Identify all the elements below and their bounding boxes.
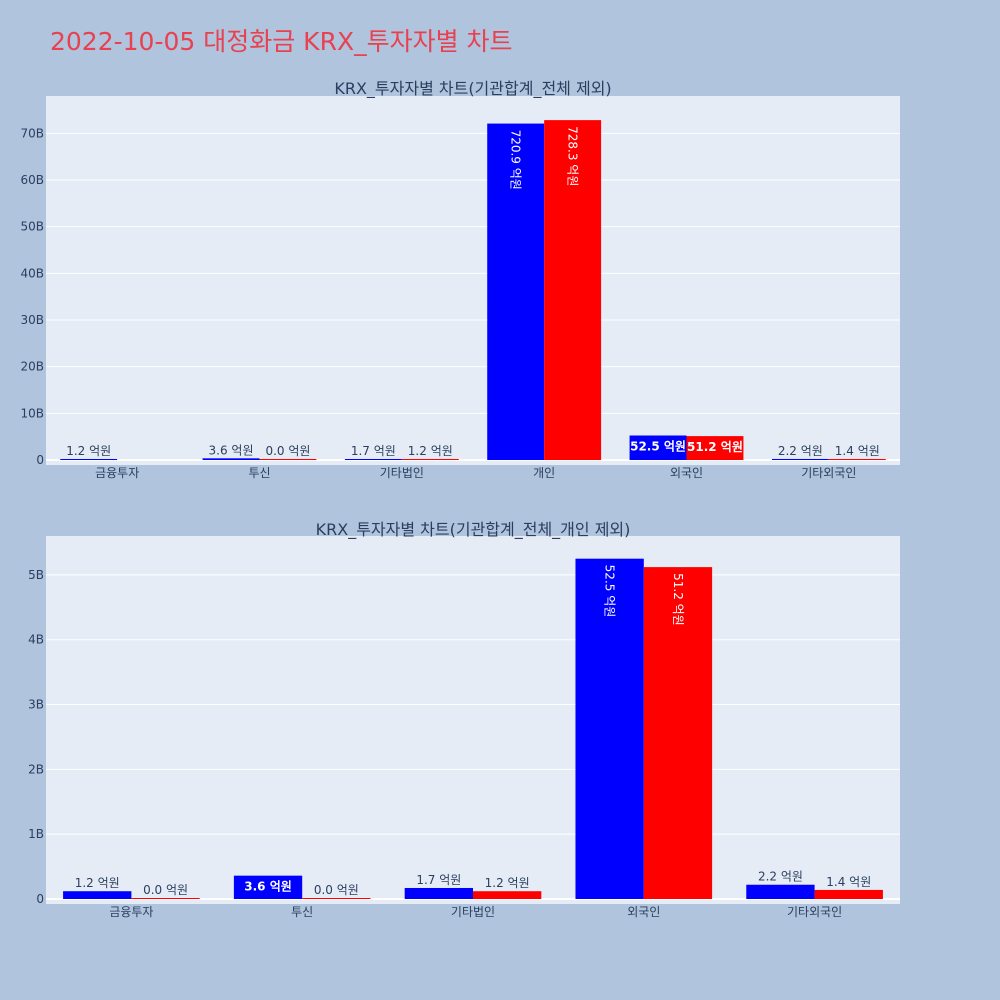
y-tick-label: 5B	[28, 568, 44, 582]
buy-bar	[487, 123, 545, 460]
y-tick-label: 60B	[20, 173, 44, 187]
data-label: 720.9 억원	[509, 130, 523, 190]
x-tick-label: 기타법인	[380, 466, 424, 480]
y-tick-label: 70B	[20, 126, 44, 140]
y-tick-label: 2B	[28, 762, 44, 776]
sell-bar	[643, 567, 713, 899]
x-tick-label: 투신	[291, 905, 313, 919]
y-tick-label: 0	[36, 453, 44, 467]
data-label: 51.2 억원	[687, 440, 743, 454]
x-tick-label: 금융투자	[109, 905, 153, 919]
y-tick-label: 10B	[20, 406, 44, 420]
data-label: 2.2 억원	[778, 444, 823, 458]
data-label: 1.2 억원	[75, 876, 120, 890]
buy-bar	[629, 435, 687, 460]
chart-top: 0 10B 20B 30B 40B 50B 60B 70B KRX_투자자별 차트(기관합계_전…	[20, 79, 900, 480]
data-label: 1.2 억원	[485, 876, 530, 890]
sell-bar	[302, 898, 371, 899]
sell-bar	[401, 459, 459, 460]
data-label: 0.0 억원	[314, 883, 359, 897]
data-label: 52.5 억원	[630, 440, 686, 454]
buy-bar	[344, 459, 402, 460]
data-label: 52.5 억원	[603, 565, 617, 618]
data-label: 1.7 억원	[351, 444, 396, 458]
x-tick-label: 개인	[533, 466, 555, 480]
data-label: 3.6 억원	[209, 443, 254, 457]
buy-bar	[202, 458, 260, 460]
sell-bar	[473, 891, 542, 899]
buy-bar	[60, 459, 118, 460]
y-tick-label: 20B	[20, 360, 44, 374]
chart-title: KRX_투자자별 차트(기관합계_전체 제외)	[334, 79, 611, 99]
buy-bar	[233, 875, 303, 899]
buy-bar	[575, 558, 644, 899]
plot-area	[46, 96, 900, 465]
buy-bar	[404, 887, 473, 899]
x-tick-label: 기타외국인	[801, 466, 856, 480]
plot-area	[46, 536, 900, 904]
data-label: 1.7 억원	[416, 873, 461, 887]
data-label: 728.3 억원	[566, 126, 580, 186]
x-tick-label: 외국인	[670, 466, 703, 480]
sell-bar	[544, 120, 602, 461]
data-label: 51.2 억원	[671, 573, 685, 626]
y-tick-label: 4B	[28, 633, 44, 647]
sell-bar	[814, 889, 883, 899]
page-title: 2022-10-05 대정화금 KRX_투자자별 차트	[50, 27, 513, 56]
buy-bar	[63, 891, 132, 899]
sell-bar	[828, 459, 886, 460]
y-tick-label: 40B	[20, 266, 44, 280]
data-label: 1.4 억원	[835, 444, 880, 458]
data-label: 1.2 억원	[66, 444, 111, 458]
data-label: 3.6 억원	[244, 880, 292, 894]
x-tick-label: 금융투자	[95, 466, 139, 480]
x-tick-label: 투신	[248, 466, 270, 480]
y-tick-label: 0	[36, 892, 44, 906]
x-tick-label: 외국인	[627, 905, 660, 919]
y-tick-label: 30B	[20, 313, 44, 327]
x-tick-label: 기타외국인	[787, 905, 842, 919]
data-label: 0.0 억원	[265, 444, 310, 458]
data-label: 1.4 억원	[826, 875, 871, 889]
sell-bar	[686, 436, 744, 460]
data-label: 2.2 억원	[758, 870, 803, 884]
sell-bar	[259, 459, 317, 460]
y-tick-label: 1B	[28, 827, 44, 841]
buy-bar	[771, 458, 829, 460]
buy-bar	[746, 884, 815, 899]
y-tick-label: 3B	[28, 698, 44, 712]
y-tick-label: 50B	[20, 220, 44, 234]
sell-bar	[131, 898, 200, 899]
data-label: 0.0 억원	[143, 883, 188, 897]
chart-title: KRX_투자자별 차트(기관합계_전체_개인 제외)	[316, 520, 631, 540]
data-label: 1.2 억원	[408, 444, 453, 458]
x-tick-label: 기타법인	[451, 905, 495, 919]
